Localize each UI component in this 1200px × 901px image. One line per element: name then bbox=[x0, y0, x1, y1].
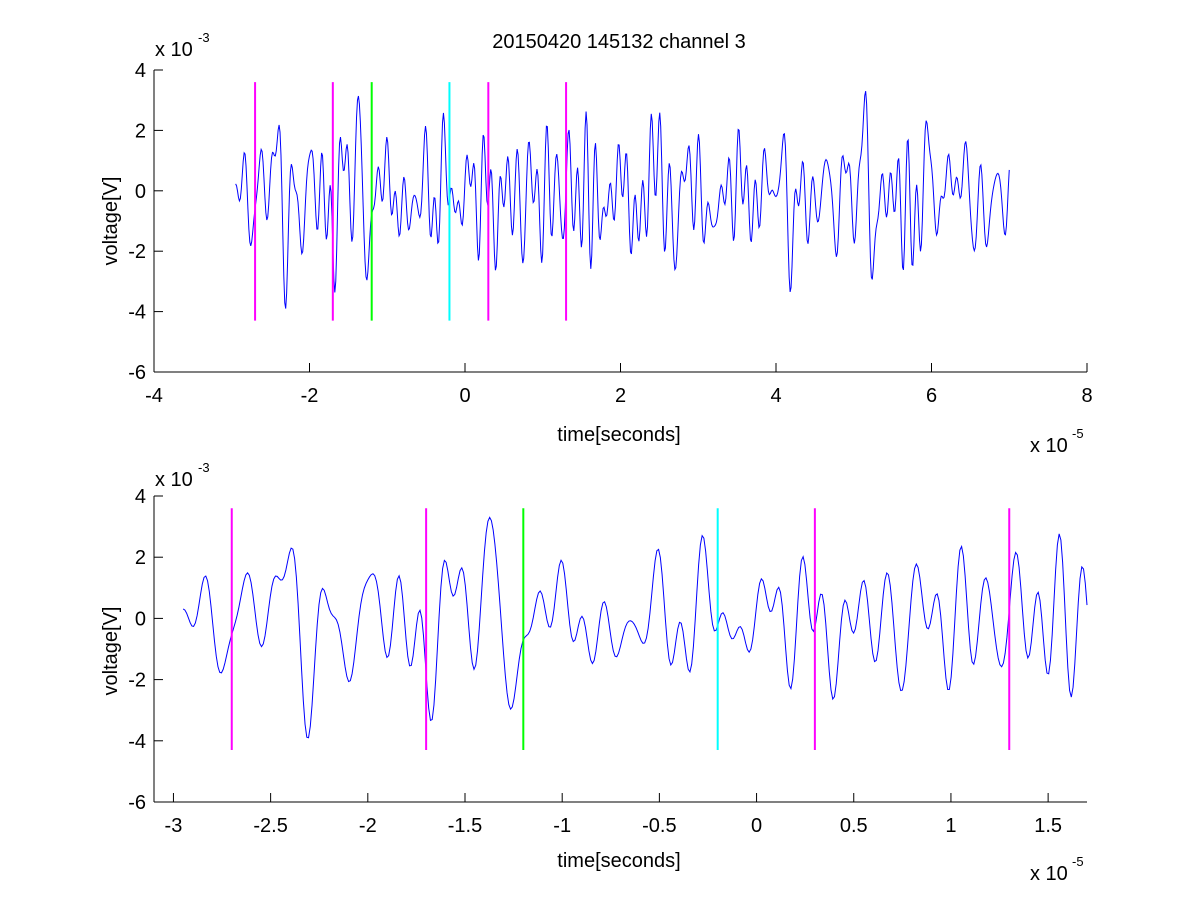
x-tick-label: 1 bbox=[945, 815, 956, 837]
x-tick-label: -1 bbox=[553, 815, 571, 837]
x-tick-label: -2 bbox=[301, 385, 319, 407]
x-tick-label: 0 bbox=[459, 385, 470, 407]
x-tick-label: 8 bbox=[1081, 385, 1092, 407]
y-tick-label: -6 bbox=[128, 792, 146, 814]
x-tick-label: 0.5 bbox=[840, 815, 868, 837]
x-tick-label: -2.5 bbox=[253, 815, 287, 837]
y-tick-label: 2 bbox=[135, 120, 146, 142]
x-tick-label: 6 bbox=[926, 385, 937, 407]
top-axes: x 10 -3 x 10 -5 time[seconds] voltage[V]… bbox=[100, 30, 1093, 457]
top-x-multiplier: x 10 -5 bbox=[1030, 426, 1084, 457]
x-tick-label: -2 bbox=[359, 815, 377, 837]
y-tick-label: -2 bbox=[128, 670, 146, 692]
x-tick-label: -1.5 bbox=[448, 815, 482, 837]
x-tick-label: 4 bbox=[770, 385, 781, 407]
y-tick-label: 4 bbox=[135, 60, 146, 82]
signal-line bbox=[182, 516, 1088, 739]
bottom-x-axis-label: time[seconds] bbox=[557, 850, 680, 872]
bottom-y-multiplier: x 10 -3 bbox=[155, 460, 210, 491]
svg-text:x 10: x 10 bbox=[155, 469, 193, 491]
top-y-multiplier: x 10 -3 bbox=[155, 30, 210, 61]
y-tick-label: -6 bbox=[128, 362, 146, 384]
svg-text:-5: -5 bbox=[1072, 426, 1084, 441]
bottom-axes: x 10 -3 x 10 -5 time[seconds] voltage[V]… bbox=[100, 460, 1088, 885]
svg-text:x 10: x 10 bbox=[155, 39, 193, 61]
x-tick-label: -4 bbox=[145, 385, 163, 407]
svg-text:x 10: x 10 bbox=[1030, 863, 1068, 885]
svg-text:-3: -3 bbox=[198, 30, 210, 45]
y-tick-label: -2 bbox=[128, 241, 146, 263]
x-tick-label: -3 bbox=[165, 815, 183, 837]
x-tick-label: -0.5 bbox=[642, 815, 676, 837]
top-x-axis-label: time[seconds] bbox=[557, 424, 680, 446]
chart-title: 20150420 145132 channel 3 bbox=[492, 31, 746, 53]
y-tick-label: 0 bbox=[135, 181, 146, 203]
signal-line bbox=[235, 91, 1010, 309]
bottom-x-multiplier: x 10 -5 bbox=[1030, 854, 1084, 885]
svg-text:-3: -3 bbox=[198, 460, 210, 475]
x-tick-label: 2 bbox=[615, 385, 626, 407]
y-tick-label: 4 bbox=[135, 486, 146, 508]
y-tick-label: -4 bbox=[128, 302, 146, 324]
svg-text:-5: -5 bbox=[1072, 854, 1084, 869]
y-tick-label: -4 bbox=[128, 731, 146, 753]
top-y-axis-label: voltage[V] bbox=[100, 177, 122, 266]
svg-text:x 10: x 10 bbox=[1030, 435, 1068, 457]
y-tick-label: 0 bbox=[135, 608, 146, 630]
x-tick-label: 0 bbox=[751, 815, 762, 837]
bottom-y-axis-label: voltage[V] bbox=[100, 607, 122, 696]
y-tick-label: 2 bbox=[135, 547, 146, 569]
x-tick-label: 1.5 bbox=[1034, 815, 1062, 837]
